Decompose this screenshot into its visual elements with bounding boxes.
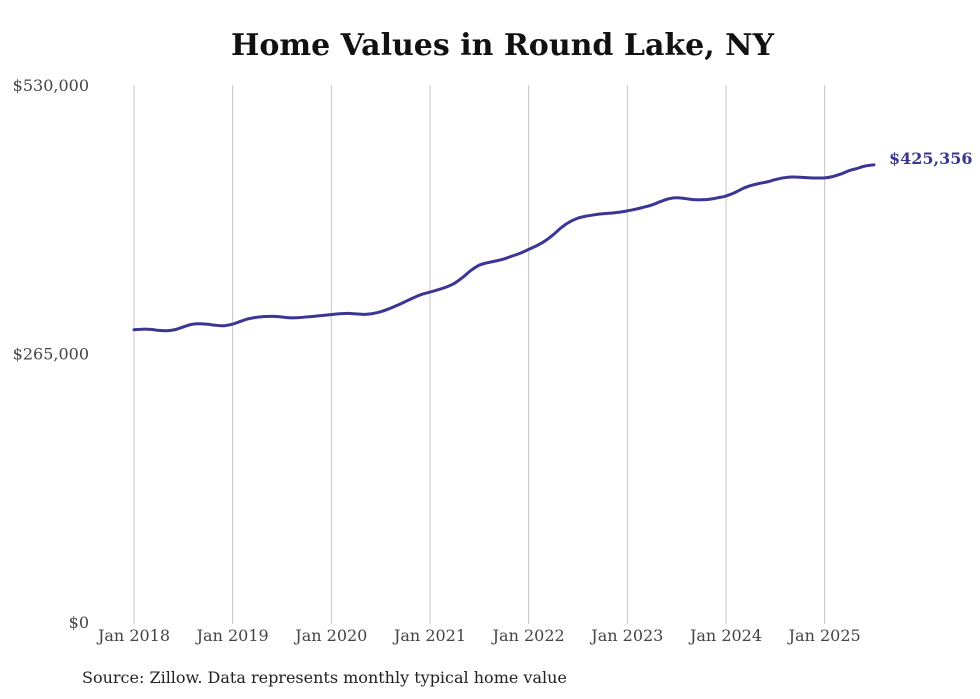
y-tick-label: $530,000	[13, 76, 89, 95]
home-value-line	[132, 163, 876, 333]
x-tick-label: Jan 2023	[589, 626, 663, 645]
chart-title: Home Values in Round Lake, NY	[231, 28, 774, 63]
source-note: Source: Zillow. Data represents monthly …	[82, 668, 567, 687]
x-tick-label: Jan 2020	[293, 626, 367, 645]
x-tick-label: Jan 2019	[195, 626, 269, 645]
x-tick-label: Jan 2018	[96, 626, 170, 645]
x-axis-ticks: Jan 2018 Jan 2019 Jan 2020 Jan 2021 Jan 2022…	[96, 626, 861, 645]
y-axis-ticks: $530,000 $265,000 $0	[13, 76, 89, 632]
latest-value-label: $425,356	[889, 149, 973, 168]
y-tick-label: $0	[69, 613, 89, 632]
x-tick-label: Jan 2021	[392, 626, 466, 645]
x-tick-label: Jan 2024	[688, 626, 762, 645]
x-tick-label: Jan 2025	[787, 626, 861, 645]
vertical-gridlines	[133, 85, 826, 624]
x-tick-label: Jan 2022	[491, 626, 565, 645]
y-tick-label: $265,000	[13, 345, 89, 364]
